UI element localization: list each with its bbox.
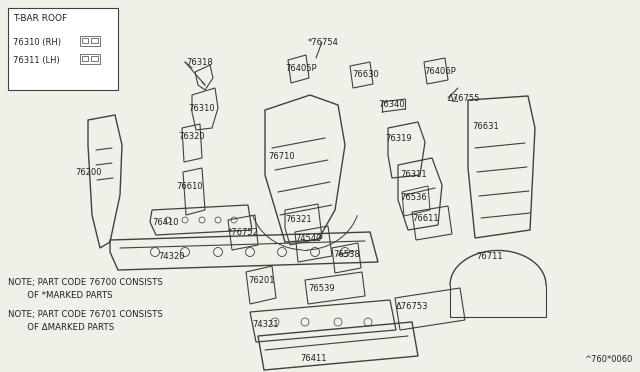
Text: 74320: 74320 [158, 252, 184, 261]
Text: 76340: 76340 [378, 100, 404, 109]
Text: 76201: 76201 [248, 276, 275, 285]
Text: 76200: 76200 [75, 168, 102, 177]
Text: 76406P: 76406P [424, 67, 456, 76]
Text: 76539: 76539 [308, 284, 335, 293]
Text: *76752: *76752 [228, 228, 259, 237]
Text: 74540: 74540 [295, 234, 321, 243]
Text: 76411: 76411 [300, 354, 326, 363]
Text: 76319: 76319 [385, 134, 412, 143]
Text: 76538: 76538 [333, 250, 360, 259]
Text: △: △ [452, 94, 458, 103]
Text: 76631: 76631 [472, 122, 499, 131]
Text: 76311: 76311 [400, 170, 427, 179]
Text: 74321: 74321 [252, 320, 278, 329]
Text: 76320: 76320 [178, 132, 205, 141]
Text: Δ76755: Δ76755 [448, 94, 481, 103]
Text: Δ76753: Δ76753 [396, 302, 429, 311]
Text: *76754: *76754 [308, 38, 339, 47]
Text: 76321: 76321 [285, 215, 312, 224]
Text: NOTE; PART CODE 76700 CONSISTS
       OF *MARKED PARTS: NOTE; PART CODE 76700 CONSISTS OF *MARKE… [8, 278, 163, 299]
Text: 76310: 76310 [188, 104, 214, 113]
Text: 76318: 76318 [186, 58, 212, 67]
Text: 76405P: 76405P [285, 64, 317, 73]
Text: 76711: 76711 [476, 252, 502, 261]
Text: 76610: 76610 [176, 182, 203, 191]
Text: 76410: 76410 [152, 218, 179, 227]
Bar [8, 8, 118, 90]
Text: ^760*0060: ^760*0060 [584, 355, 632, 364]
Text: 76710: 76710 [268, 152, 294, 161]
Text: 76611: 76611 [412, 214, 438, 223]
Text: NOTE; PART CODE 76701 CONSISTS
       OF ΔMARKED PARTS: NOTE; PART CODE 76701 CONSISTS OF ΔMARKE… [8, 310, 163, 331]
Text: 76630: 76630 [352, 70, 379, 79]
Text: 76311 (LH): 76311 (LH) [13, 56, 60, 65]
Text: 76310 (RH): 76310 (RH) [13, 38, 61, 47]
Text: T-BAR ROOF: T-BAR ROOF [13, 14, 67, 23]
Text: 76536: 76536 [400, 193, 427, 202]
